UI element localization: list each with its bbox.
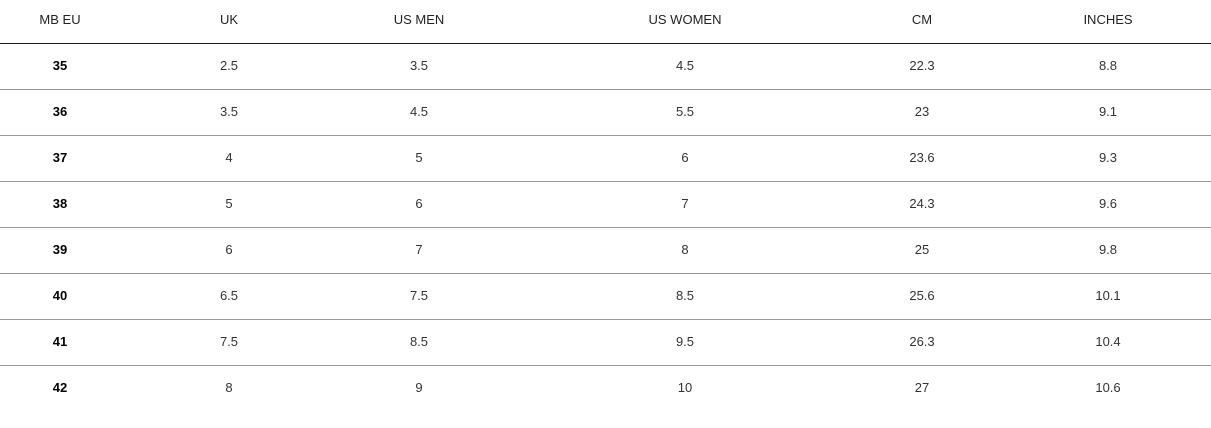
value-cell: 3.5 [219,104,239,119]
value-cell: 6 [415,196,423,211]
value-cell: 26.3 [909,334,935,349]
value-cell: 9.6 [1098,196,1118,211]
value-cell: 9.3 [1098,150,1118,165]
value-cell: 6 [681,150,689,165]
value-cell: 2.5 [219,58,239,73]
row-rule [0,227,1211,228]
size-cell: 39 [52,242,68,257]
value-cell: 24.3 [909,196,935,211]
value-cell: 4.5 [675,58,695,73]
row-rule [0,273,1211,274]
value-cell: 8.8 [1098,58,1118,73]
size-cell: 36 [52,104,68,119]
value-cell: 7.5 [409,288,429,303]
header-cell: MB EU [39,12,81,27]
size-cell: 41 [52,334,68,349]
value-cell: 27 [914,380,930,395]
row-rule [0,89,1211,90]
value-cell: 8.5 [675,288,695,303]
value-cell: 5.5 [675,104,695,119]
value-cell: 25.6 [909,288,935,303]
value-cell: 4.5 [409,104,429,119]
value-cell: 9 [415,380,423,395]
row-rule [0,365,1211,366]
value-cell: 3.5 [409,58,429,73]
value-cell: 10 [677,380,693,395]
value-cell: 7 [415,242,423,257]
header-rule [0,43,1211,44]
value-cell: 6 [225,242,233,257]
value-cell: 7.5 [219,334,239,349]
value-cell: 25 [914,242,930,257]
size-cell: 40 [52,288,68,303]
header-cell: US MEN [393,12,445,27]
size-cell: 42 [52,380,68,395]
size-cell: 35 [52,58,68,73]
header-cell: UK [219,12,239,27]
value-cell: 10.4 [1095,334,1121,349]
size-cell: 38 [52,196,68,211]
row-rule [0,319,1211,320]
value-cell: 9.1 [1098,104,1118,119]
value-cell: 8.5 [409,334,429,349]
value-cell: 23.6 [909,150,935,165]
value-cell: 9.5 [675,334,695,349]
value-cell: 9.8 [1098,242,1118,257]
row-rule [0,181,1211,182]
value-cell: 7 [681,196,689,211]
size-cell: 37 [52,150,68,165]
value-cell: 22.3 [909,58,935,73]
value-cell: 4 [225,150,233,165]
value-cell: 8 [681,242,689,257]
value-cell: 5 [225,196,233,211]
value-cell: 10.1 [1095,288,1121,303]
header-cell: US WOMEN [648,12,722,27]
header-cell: INCHES [1083,12,1133,27]
row-rule [0,135,1211,136]
value-cell: 10.6 [1095,380,1121,395]
value-cell: 8 [225,380,233,395]
value-cell: 23 [914,104,930,119]
value-cell: 6.5 [219,288,239,303]
header-cell: CM [911,12,933,27]
value-cell: 5 [415,150,423,165]
